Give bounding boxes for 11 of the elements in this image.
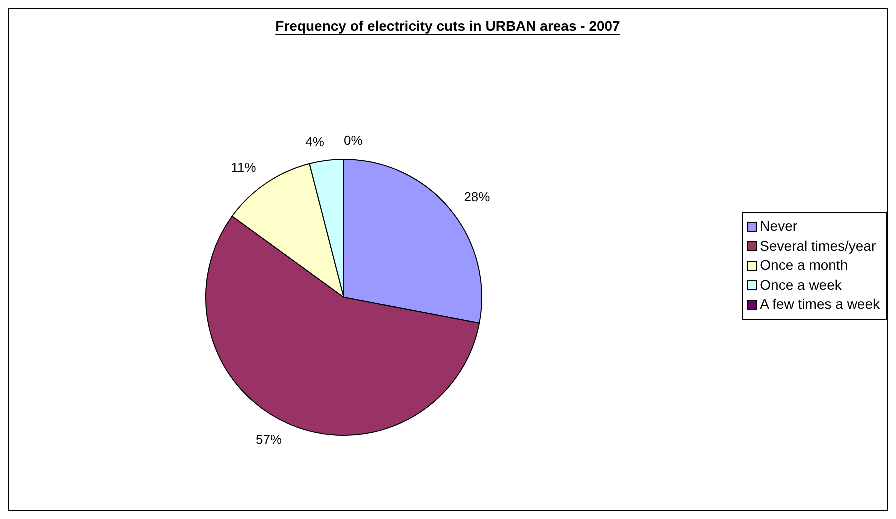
- data-label: 11%: [231, 160, 257, 176]
- data-label: 57%: [256, 432, 282, 448]
- chart-title: Frequency of electricity cuts in URBAN areas - 2007: [274, 18, 622, 34]
- legend-label: Several times/year: [760, 236, 876, 256]
- text: 0%: [344, 133, 363, 148]
- legend-label: Once a month: [760, 256, 848, 275]
- legend-label: A few times a week: [760, 295, 880, 314]
- legend-label: Never: [760, 217, 798, 236]
- data-label: 4%: [306, 134, 325, 150]
- data-label: 28%: [464, 190, 491, 205]
- legend-label: Once a week: [760, 276, 842, 294]
